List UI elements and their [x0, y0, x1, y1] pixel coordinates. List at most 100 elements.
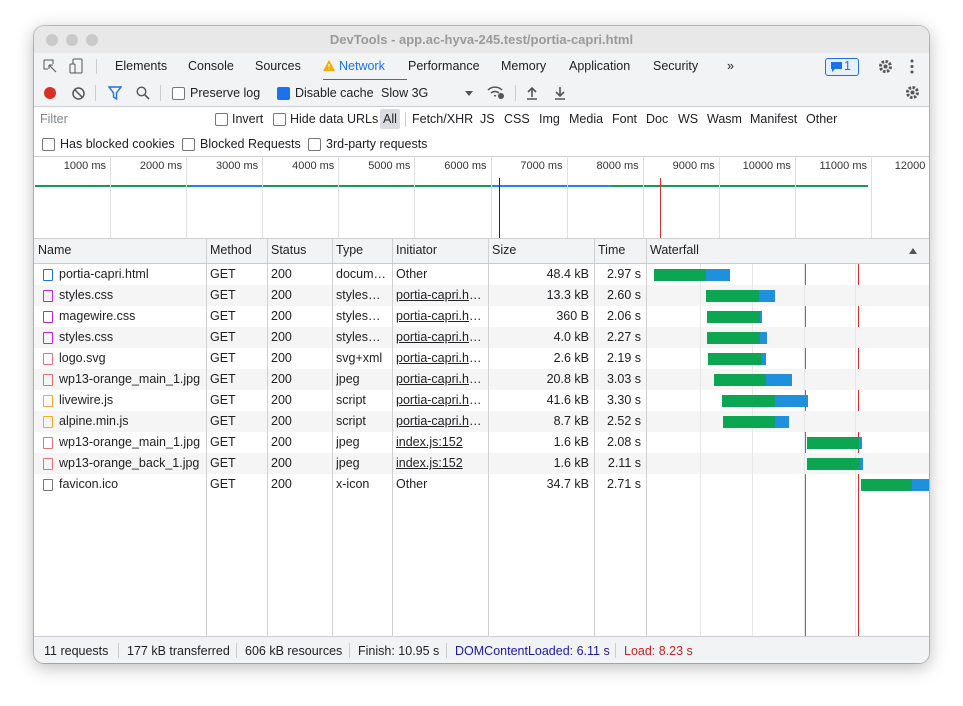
filter-input[interactable] [35, 109, 200, 129]
initiator-cell[interactable]: index.js:152 [396, 435, 463, 449]
blocked-cookies-checkbox[interactable] [42, 138, 55, 151]
column-header[interactable]: Size [492, 243, 517, 257]
initiator-cell[interactable]: portia-capri.html [396, 414, 483, 428]
status-cell: 200 [271, 477, 292, 491]
third-party-checkbox[interactable] [308, 138, 321, 151]
column-divider [392, 239, 393, 636]
type-cell: svg+xml [336, 351, 383, 365]
waiting-bar [654, 269, 706, 281]
tab[interactable]: Elements [115, 59, 168, 73]
type-filter[interactable]: Doc [646, 112, 669, 126]
type-filter[interactable]: Font [612, 112, 638, 126]
name-cell[interactable]: alpine.min.js [59, 414, 129, 428]
network-conditions-icon[interactable] [487, 85, 505, 100]
initiator-cell[interactable]: portia-capri.html [396, 288, 483, 302]
initiator-cell[interactable]: portia-capri.html [396, 330, 483, 344]
status-cell: 200 [271, 351, 292, 365]
dropdown-arrow[interactable] [465, 91, 473, 96]
size-cell: 41.6 kB [546, 393, 589, 407]
tab[interactable]: Network [339, 59, 385, 73]
zoom-button[interactable] [86, 34, 98, 46]
type-filter[interactable]: JS [480, 112, 495, 126]
name-cell[interactable]: styles.css [59, 288, 114, 302]
tab[interactable]: Security [653, 59, 699, 73]
filter-icon[interactable] [108, 86, 122, 100]
tab[interactable]: Console [188, 59, 234, 73]
name-cell[interactable]: wp13-orange_main_1.jpg [59, 435, 201, 449]
initiator-cell[interactable]: index.js:152 [396, 456, 463, 470]
clear-button[interactable] [72, 87, 85, 100]
column-header[interactable]: Status [271, 243, 307, 257]
column-header[interactable]: Initiator [396, 243, 437, 257]
name-cell[interactable]: styles.css [59, 330, 114, 344]
record-button[interactable] [44, 87, 56, 99]
disable-cache-checkbox[interactable] [277, 87, 290, 100]
column-header[interactable]: Method [210, 243, 252, 257]
initiator-cell[interactable]: portia-capri.html [396, 309, 483, 323]
size-cell: 1.6 kB [553, 456, 589, 470]
method-cell: GET [210, 267, 236, 281]
separator [446, 643, 447, 658]
name-cell[interactable]: portia-capri.html [59, 267, 149, 281]
throttling-select[interactable]: Slow 3G [381, 86, 429, 100]
option-label: Blocked Requests [200, 137, 301, 151]
size-cell: 20.8 kB [546, 372, 589, 386]
table-header [34, 239, 929, 264]
name-cell[interactable]: wp13-orange_main_1.jpg [59, 372, 201, 386]
search-icon[interactable] [136, 86, 150, 100]
column-header[interactable]: Time [598, 243, 626, 257]
separator [96, 59, 97, 74]
network-settings-icon[interactable] [905, 85, 920, 100]
type-filter[interactable]: All [383, 112, 397, 126]
time-cell: 2.08 s [606, 435, 641, 449]
initiator-cell[interactable]: portia-capri.html [396, 372, 483, 386]
invert-checkbox[interactable] [215, 113, 228, 126]
more-icon[interactable] [910, 59, 914, 74]
tab[interactable]: Sources [255, 59, 301, 73]
column-header[interactable]: Name [38, 243, 72, 257]
filter-placeholder[interactable]: Filter [40, 112, 68, 126]
type-cell: jpeg [336, 372, 360, 386]
all-highlight [380, 109, 400, 129]
name-cell[interactable]: livewire.js [59, 393, 114, 407]
inspect-icon[interactable] [43, 59, 57, 73]
tab[interactable]: Application [569, 59, 631, 73]
tab[interactable]: Performance [408, 59, 480, 73]
type-filter[interactable]: WS [678, 112, 699, 126]
type-filter[interactable]: Other [806, 112, 838, 126]
type-filter[interactable]: Media [569, 112, 604, 126]
name-cell[interactable]: wp13-orange_back_1.jpg [59, 456, 200, 470]
issues-count[interactable]: 1 [844, 59, 851, 73]
sort-arrow[interactable] [909, 248, 917, 254]
export-har-icon[interactable] [554, 86, 566, 100]
column-header[interactable]: Waterfall [650, 243, 699, 257]
tab[interactable]: Memory [501, 59, 547, 73]
download-bar [766, 374, 792, 386]
type-cell: jpeg [336, 456, 360, 470]
options-row: Has blocked cookies Blocked Requests 3rd-p… [34, 131, 929, 157]
hide-data-urls-label: Hide data URLs [290, 112, 379, 126]
close-button[interactable] [46, 34, 58, 46]
preserve-log-checkbox[interactable] [172, 87, 185, 100]
name-cell[interactable]: magewire.css [59, 309, 136, 323]
column-header[interactable]: Type [336, 243, 364, 257]
row-stripe [34, 327, 929, 348]
device-icon[interactable] [69, 58, 83, 74]
waterfall-grid-line [752, 264, 753, 636]
download-bar [860, 458, 863, 470]
hide-data-urls-checkbox[interactable] [273, 113, 286, 126]
type-filter[interactable]: Wasm [707, 112, 742, 126]
initiator-cell[interactable]: portia-capri.html [396, 393, 483, 407]
blocked-requests-checkbox[interactable] [182, 138, 195, 151]
type-filter[interactable]: Img [539, 112, 560, 126]
name-cell[interactable]: logo.svg [59, 351, 106, 365]
type-filter[interactable]: CSS [504, 112, 530, 126]
import-har-icon[interactable] [526, 86, 538, 100]
tab[interactable]: » [727, 59, 734, 73]
type-filter[interactable]: Fetch/XHR [412, 112, 474, 126]
type-filter[interactable]: Manifest [750, 112, 798, 126]
settings-icon[interactable] [878, 59, 893, 74]
name-cell[interactable]: favicon.ico [59, 477, 119, 491]
minimize-button[interactable] [66, 34, 78, 46]
initiator-cell[interactable]: portia-capri.html [396, 351, 483, 365]
